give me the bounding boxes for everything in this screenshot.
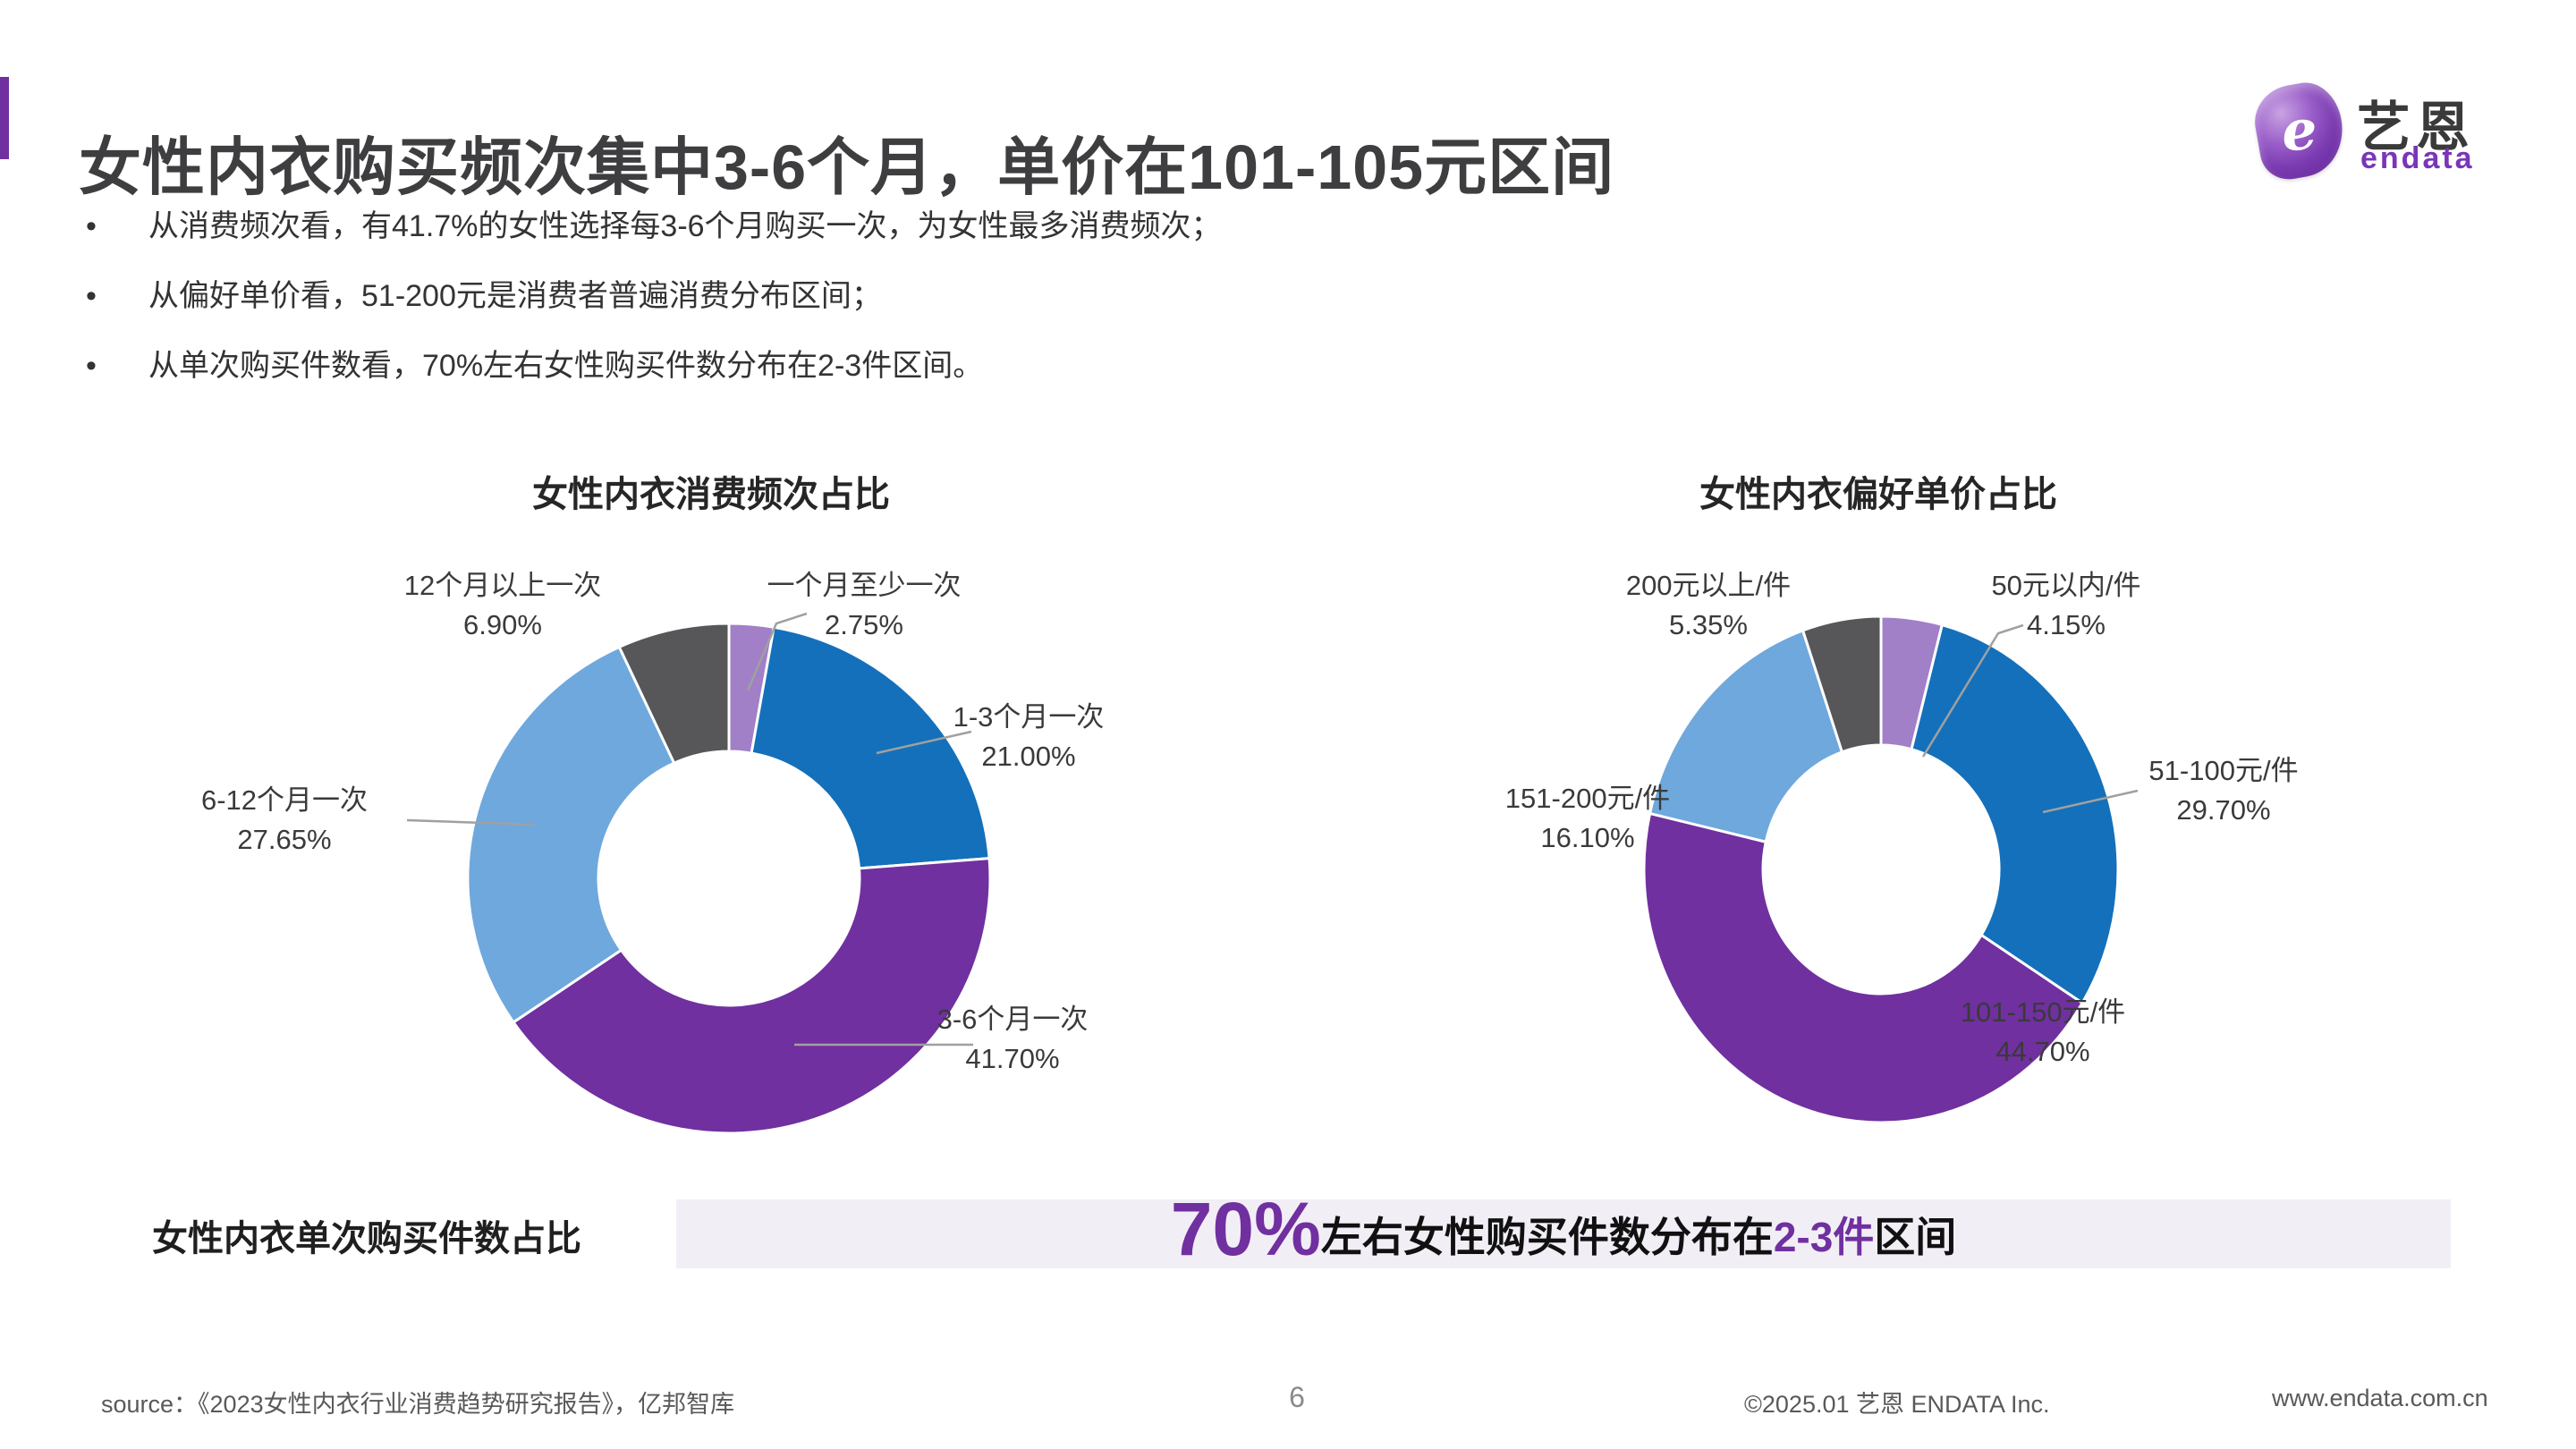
slice-label-name: 151-200元/件 <box>1504 783 1671 814</box>
title-accent-bar <box>0 77 9 159</box>
donut-slice <box>750 625 991 870</box>
summary-bullets: 从消费频次看，有41.7%的女性选择每3-6个月购买一次，为女性最多消费频次； … <box>86 211 2233 420</box>
donut-slice <box>511 857 992 1135</box>
donut-slice <box>1648 628 1844 844</box>
banner-highlight: 2-3件 <box>1773 1213 1875 1260</box>
highlight-banner: 70% 左右女性购买件数分布在 2-3件 区间 <box>676 1191 2451 1268</box>
slice-label-value: 27.65% <box>237 824 332 855</box>
donut-slice <box>1801 614 1883 754</box>
slice-label: 12个月以上一次 6.90% <box>404 566 601 645</box>
slice-label-name: 一个月至少一次 <box>767 570 962 601</box>
donut-slice <box>466 645 676 1024</box>
logo-name-en: endata <box>2360 141 2475 175</box>
slice-label-name: 6-12个月一次 <box>200 784 369 816</box>
page-title: 女性内衣购买频次集中3-6个月，单价在101-105元区间 <box>79 131 1615 202</box>
donut-slice <box>1910 623 2120 1005</box>
slice-label-value: 2.75% <box>825 609 903 640</box>
banner-text-tail: 区间 <box>1874 1213 1957 1260</box>
slice-label-value: 41.70% <box>965 1043 1060 1074</box>
slice-label-value: 4.15% <box>2027 609 2106 640</box>
slice-label: 6-12个月一次 27.65% <box>201 781 368 860</box>
slice-label-name: 12个月以上一次 <box>403 570 602 601</box>
bullet-item: 从偏好单价看，51-200元是消费者普遍消费分布区间； <box>86 281 2233 311</box>
page-number: 6 <box>1289 1381 1305 1413</box>
slice-label: 50元以内/件 4.15% <box>1991 566 2140 645</box>
bullet-item: 从单次购买件数看，70%左右女性购买件数分布在2-3件区间。 <box>86 351 2233 381</box>
slice-label-name: 50元以内/件 <box>1991 570 2141 601</box>
logo-name-cn: 艺恩 <box>2357 97 2475 157</box>
banner-text: 左右女性购买件数分布在 <box>1320 1213 1774 1260</box>
footer-website: www.endata.com.cn <box>2272 1385 2488 1411</box>
endata-logo: e 艺恩 endata <box>2249 77 2516 184</box>
footer-source: source：《2023女性内衣行业消费趋势研究报告》，亿邦智库 <box>101 1391 735 1418</box>
donut-slice <box>617 622 731 766</box>
left-chart-title: 女性内衣消费频次占比 <box>532 475 890 514</box>
donut-slice <box>1642 811 2085 1124</box>
slice-label-name: 3-6个月一次 <box>936 1004 1089 1035</box>
slice-label: 一个月至少一次 2.75% <box>767 566 962 645</box>
slice-label-value: 21.00% <box>981 741 1076 772</box>
bullet-item: 从消费频次看，有41.7%的女性选择每3-6个月购买一次，为女性最多消费频次； <box>86 211 2233 242</box>
slice-label-value: 29.70% <box>2176 794 2271 826</box>
slice-label: 51-100元/件 29.70% <box>2148 751 2298 830</box>
footer-copyright: ©2025.01 艺恩 ENDATA Inc. <box>1744 1391 2050 1418</box>
slice-label-value: 44.70% <box>1996 1036 2090 1067</box>
logo-e-glyph: e <box>2279 96 2320 165</box>
right-chart-title: 女性内衣偏好单价占比 <box>1699 475 2057 514</box>
slice-label-name: 101-150元/件 <box>1960 996 2126 1028</box>
slice-label-name: 51-100元/件 <box>2148 755 2299 786</box>
banner-big-number: 70% <box>1170 1186 1321 1271</box>
slice-label: 200元以上/件 5.35% <box>1626 566 1791 645</box>
slice-label: 1-3个月一次 21.00% <box>953 698 1105 776</box>
slice-label: 151-200元/件 16.10% <box>1505 779 1670 858</box>
slice-label: 3-6个月一次 41.70% <box>937 1000 1089 1079</box>
items-chart-caption: 女性内衣单次购买件数占比 <box>152 1219 581 1258</box>
slice-label-value: 5.35% <box>1669 609 1748 640</box>
slice-label: 101-150元/件 44.70% <box>1961 993 2125 1072</box>
slice-label-value: 16.10% <box>1540 822 1635 853</box>
slice-label-name: 1-3个月一次 <box>953 701 1105 733</box>
slice-label-name: 200元以上/件 <box>1625 570 1792 601</box>
slice-label-value: 6.90% <box>463 609 542 640</box>
endata-logo-icon: e <box>2249 77 2351 184</box>
frequency-donut-chart <box>466 622 992 1135</box>
